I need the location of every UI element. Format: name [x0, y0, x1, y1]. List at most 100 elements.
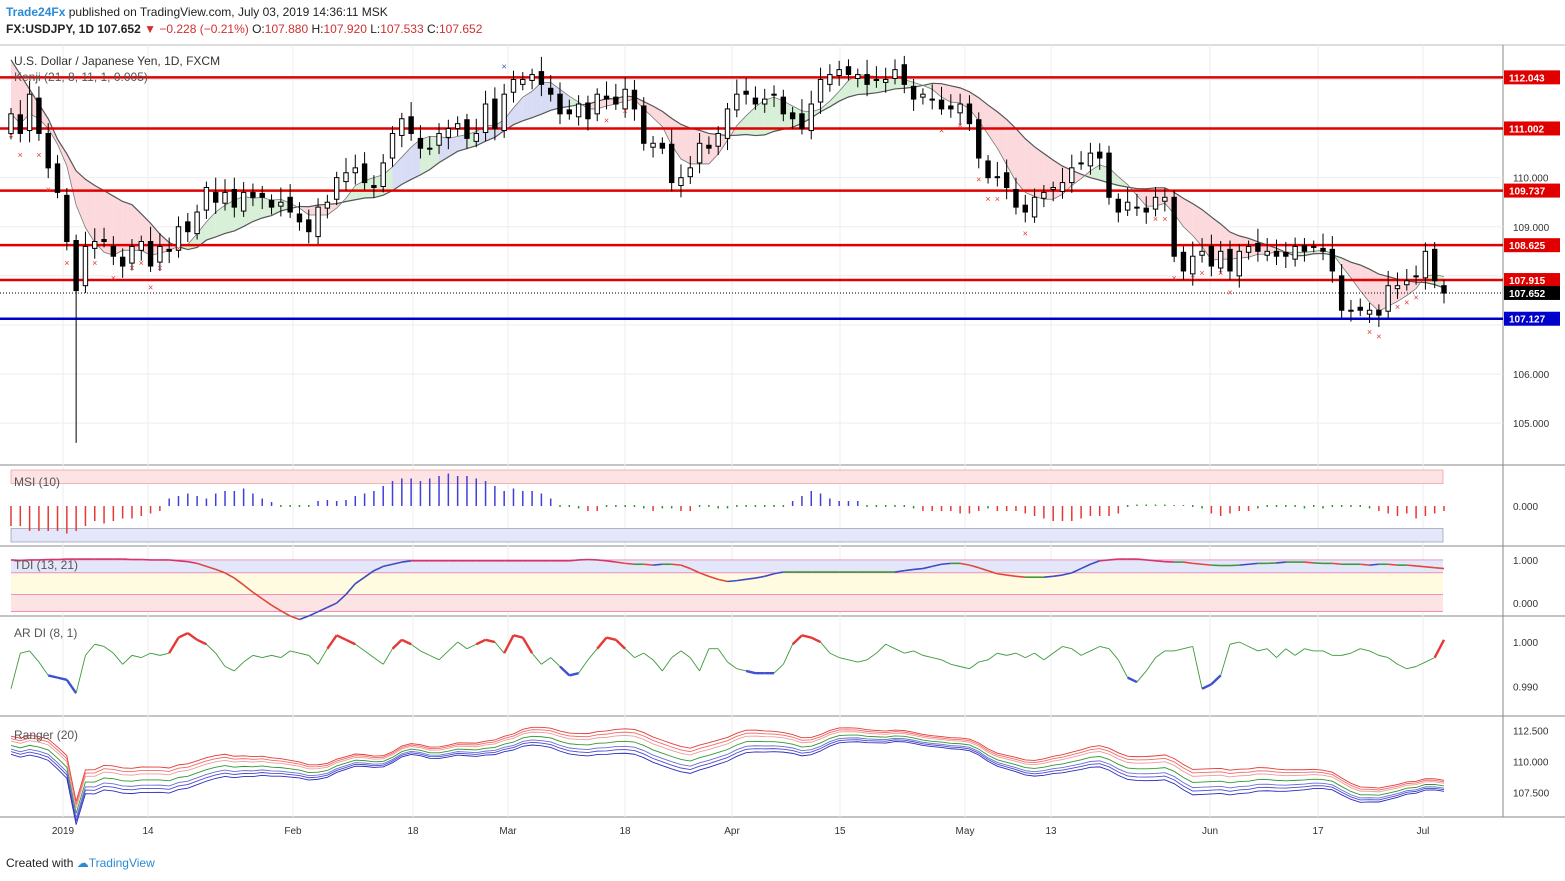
- sell-cross-icon: ×: [1190, 273, 1195, 283]
- candle-body: [929, 98, 935, 101]
- candle-body: [1078, 162, 1084, 165]
- candle-body: [594, 93, 600, 115]
- candle-body: [92, 240, 98, 249]
- candle: [222, 179, 228, 211]
- ranger-line: [10, 729, 1445, 805]
- ardi-line-segment: [978, 659, 989, 663]
- ranger-title[interactable]: Ranger (20): [14, 728, 78, 742]
- kenji-band-segment: [1183, 198, 1193, 236]
- publisher-name[interactable]: Trade24Fx: [6, 5, 66, 19]
- candle-body: [575, 103, 582, 118]
- candle: [678, 164, 684, 198]
- candle-body: [743, 90, 749, 95]
- ardi-line-segment: [420, 650, 430, 656]
- candle-body: [1348, 309, 1354, 312]
- ardi-line-segment: [10, 653, 21, 689]
- tdi-line-segment: [894, 569, 905, 573]
- candle: [343, 158, 349, 191]
- kenji-band-segment: [680, 124, 691, 164]
- tdi-title[interactable]: TDI (13, 21): [14, 558, 78, 572]
- kenji-indicator-label[interactable]: Kenji (21, 8, 11, 1, 0.005): [14, 70, 148, 84]
- candle-body: [650, 142, 656, 148]
- ardi-line-segment: [299, 652, 309, 656]
- candle: [1311, 240, 1317, 253]
- candle: [1376, 304, 1382, 327]
- low-value: 107.533: [380, 22, 424, 36]
- tradingview-brand[interactable]: TradingView: [88, 856, 155, 870]
- candle-body: [203, 186, 210, 211]
- candle: [724, 103, 731, 151]
- ardi-line-segment: [1397, 663, 1407, 670]
- tdi-line-segment: [699, 572, 710, 578]
- price-axis-tick: 105.000: [1513, 419, 1550, 430]
- symbol-name[interactable]: FX:USDJPY, 1D: [6, 22, 95, 36]
- ardi-line-segment: [960, 666, 970, 670]
- publish-info: Trade24Fx published on TradingView.com, …: [6, 5, 388, 19]
- candle: [8, 107, 14, 140]
- candle: [910, 78, 917, 111]
- kenji-band-segment: [252, 197, 263, 222]
- candle: [1078, 151, 1084, 170]
- tdi-line-segment: [1416, 565, 1426, 568]
- candle-body: [333, 177, 340, 200]
- tdi-lower-zone: [11, 594, 1443, 612]
- ardi-line-segment: [94, 643, 105, 647]
- msi-lower-zone: [10, 528, 1444, 543]
- ardi-axis-tick: 1.000: [1513, 638, 1538, 649]
- candle-body: [147, 240, 154, 267]
- candle: [687, 156, 693, 185]
- ardi-line-segment: [401, 638, 412, 646]
- candle: [1115, 193, 1122, 223]
- candle-body: [687, 167, 693, 178]
- ardi-line-segment: [596, 636, 608, 650]
- candle-body: [1162, 196, 1168, 202]
- time-axis-label: Mar: [499, 826, 517, 837]
- sell-cross-icon: ×: [46, 184, 51, 194]
- candle-body: [557, 93, 563, 115]
- tdi-axis-tick: 1.000: [1513, 556, 1538, 567]
- price-level-tag: [1504, 70, 1560, 85]
- candle-body: [957, 103, 963, 114]
- candle: [1227, 240, 1233, 280]
- tdi-line-segment: [354, 576, 366, 585]
- candle-body: [1404, 280, 1410, 286]
- ardi-line-segment: [65, 679, 78, 694]
- candle-body: [799, 113, 805, 130]
- kenji-band-segment: [950, 85, 961, 104]
- tdi-line-segment: [1146, 559, 1156, 562]
- candle: [92, 228, 98, 259]
- candle: [873, 66, 880, 88]
- candle-body: [1338, 275, 1345, 311]
- tdi-line-segment: [959, 562, 970, 566]
- ardi-title[interactable]: AR DI (8, 1): [14, 626, 77, 640]
- tdi-line-segment: [261, 598, 273, 606]
- high-label: H:: [311, 22, 324, 36]
- tdi-middle-zone: [11, 572, 1443, 595]
- candle: [399, 112, 405, 148]
- buy-cross-icon: ×: [502, 62, 507, 72]
- price-level-label: 107.915: [1509, 276, 1546, 287]
- tdi-line-segment: [289, 615, 300, 621]
- candle-body: [985, 160, 991, 179]
- ardi-line-segment: [1071, 648, 1082, 656]
- candle: [920, 88, 926, 105]
- msi-title[interactable]: MSI (10): [14, 475, 60, 489]
- tdi-line-segment: [746, 577, 756, 581]
- candle-body: [715, 132, 721, 147]
- tdi-line-segment: [978, 566, 989, 572]
- ardi-line-segment: [1062, 646, 1072, 650]
- candle-body: [185, 221, 191, 233]
- sell-cross-icon: ×: [1227, 288, 1232, 298]
- tdi-line-segment: [689, 567, 700, 574]
- ardi-line-segment: [969, 661, 980, 670]
- price-level-label: 109.737: [1509, 187, 1546, 198]
- candle: [613, 83, 619, 110]
- kenji-band-segment: [848, 74, 858, 97]
- candle: [529, 68, 535, 90]
- time-axis-label: 15: [834, 826, 846, 837]
- candle-body: [1320, 247, 1326, 252]
- ardi-line-segment: [736, 668, 747, 672]
- candle: [1069, 154, 1075, 193]
- candle-body: [613, 96, 619, 105]
